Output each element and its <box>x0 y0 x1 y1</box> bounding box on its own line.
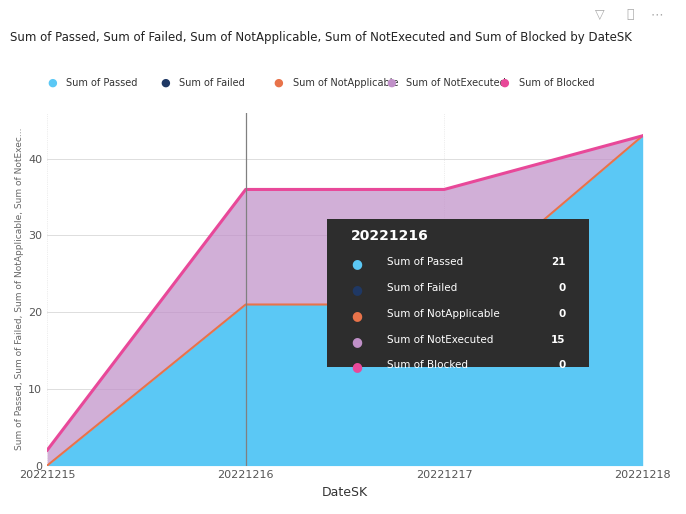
Text: ●: ● <box>351 258 362 270</box>
Text: Sum of NotExecuted: Sum of NotExecuted <box>405 78 506 88</box>
Y-axis label: Sum of Passed, Sum of Failed, Sum of NotApplicable, Sum of NotExec...: Sum of Passed, Sum of Failed, Sum of Not… <box>15 128 24 450</box>
Text: ⋯: ⋯ <box>651 8 663 21</box>
Text: ●: ● <box>47 78 57 88</box>
Text: ●: ● <box>351 309 362 322</box>
Text: Sum of NotApplicable: Sum of NotApplicable <box>292 78 398 88</box>
Text: ▽: ▽ <box>595 8 605 21</box>
Text: Sum of NotApplicable: Sum of NotApplicable <box>387 309 499 319</box>
Text: Sum of Passed: Sum of Passed <box>387 258 463 267</box>
Text: Sum of Blocked: Sum of Blocked <box>519 78 594 88</box>
Text: Sum of Blocked: Sum of Blocked <box>387 360 468 371</box>
Text: Sum of Failed: Sum of Failed <box>179 78 245 88</box>
Text: ●: ● <box>351 283 362 296</box>
Text: ●: ● <box>351 360 362 374</box>
Text: 0: 0 <box>558 360 565 371</box>
Text: Sum of Passed, Sum of Failed, Sum of NotApplicable, Sum of NotExecuted and Sum o: Sum of Passed, Sum of Failed, Sum of Not… <box>10 31 632 44</box>
Text: ●: ● <box>387 78 397 88</box>
Text: ⤢: ⤢ <box>626 8 633 21</box>
Text: 0: 0 <box>558 309 565 319</box>
Text: Sum of Failed: Sum of Failed <box>387 283 457 293</box>
Text: Sum of Passed: Sum of Passed <box>67 78 138 88</box>
Text: ●: ● <box>161 78 170 88</box>
Text: 21: 21 <box>551 258 565 267</box>
FancyBboxPatch shape <box>327 218 589 367</box>
Text: ●: ● <box>500 78 510 88</box>
Text: Sum of NotExecuted: Sum of NotExecuted <box>387 335 493 345</box>
Text: ●: ● <box>351 335 362 347</box>
X-axis label: DateSK: DateSK <box>322 486 368 499</box>
Text: 20221216: 20221216 <box>351 229 429 243</box>
Text: 0: 0 <box>558 283 565 293</box>
Text: 15: 15 <box>551 335 565 345</box>
Text: ●: ● <box>274 78 283 88</box>
